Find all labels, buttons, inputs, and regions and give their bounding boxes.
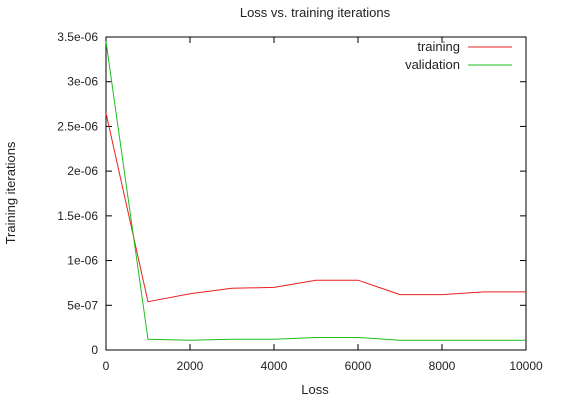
series-line-validation bbox=[105, 41, 526, 341]
x-tick-label: 8000 bbox=[429, 359, 456, 373]
series-line-training bbox=[105, 112, 526, 303]
y-tick-label: 5e-07 bbox=[67, 298, 98, 312]
y-axis-ticks: 0 5e-07 1e-06 1.5e-06 2e-06 2.5e-06 3e-06 3.5e-… bbox=[57, 30, 526, 357]
y-tick-label: 3e-06 bbox=[67, 75, 98, 89]
x-tick-label: 10000 bbox=[509, 359, 543, 373]
x-tick-label: 2000 bbox=[177, 359, 204, 373]
legend: training validation bbox=[405, 39, 512, 72]
y-tick-label: 1.5e-06 bbox=[57, 209, 98, 223]
y-tick-label: 3.5e-06 bbox=[57, 30, 98, 44]
plot-frame bbox=[105, 36, 527, 351]
y-tick-label: 0 bbox=[91, 343, 98, 357]
y-tick-label: 2.5e-06 bbox=[57, 119, 98, 133]
y-tick-label: 2e-06 bbox=[67, 164, 98, 178]
legend-label-training: training bbox=[417, 39, 460, 54]
y-tick-label: 1e-06 bbox=[67, 254, 98, 268]
x-tick-label: 0 bbox=[103, 359, 110, 373]
plot-frame-rect bbox=[105, 36, 527, 351]
x-tick-label: 6000 bbox=[345, 359, 372, 373]
y-axis-label: Training iterations bbox=[3, 141, 18, 244]
chart-title: Loss vs. training iterations bbox=[240, 5, 391, 20]
x-axis-label: Loss bbox=[301, 382, 329, 397]
series-lines bbox=[105, 41, 526, 341]
x-tick-label: 4000 bbox=[261, 359, 288, 373]
x-axis-ticks: 0 2000 4000 6000 8000 10000 bbox=[103, 37, 543, 373]
legend-label-validation: validation bbox=[405, 57, 460, 72]
